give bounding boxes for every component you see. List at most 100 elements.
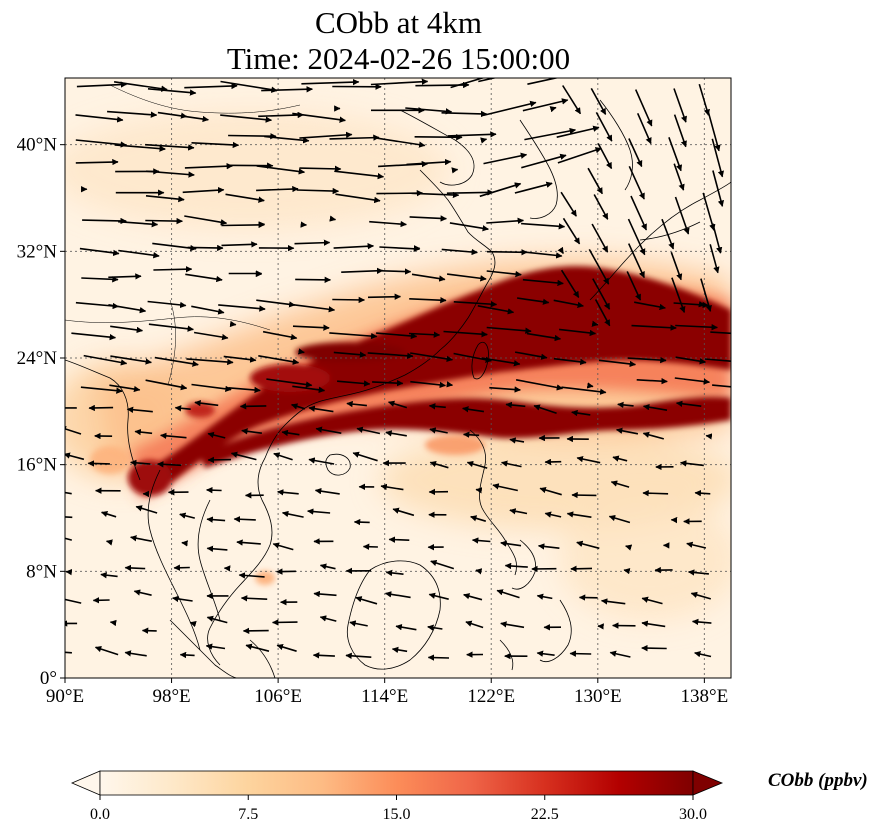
wind-arrow	[409, 215, 447, 222]
wind-arrow	[299, 165, 342, 173]
wind-arrow	[329, 332, 378, 340]
wind-arrow	[625, 544, 633, 551]
wind-arrow	[179, 512, 195, 519]
wind-arrow	[489, 386, 521, 393]
wind-arrow	[110, 355, 152, 365]
wind-arrow	[623, 568, 631, 575]
wind-arrow	[148, 323, 194, 332]
wind-arrow	[409, 296, 447, 304]
wind-arrow	[100, 510, 117, 518]
wind-arrow	[576, 540, 600, 550]
wind-arrow	[679, 460, 704, 467]
lat-tick-label: 24°N	[17, 348, 58, 369]
wind-arrow	[591, 223, 609, 253]
colorbar-extend-max	[692, 770, 724, 796]
wind-arrow	[256, 165, 306, 175]
lon-tick-label: 106°E	[254, 686, 302, 707]
wind-arrow	[135, 505, 158, 514]
wind-arrow	[465, 620, 484, 629]
wind-arrow	[612, 455, 628, 462]
wind-arrow	[544, 511, 562, 518]
lat-tick-label: 32°N	[17, 241, 58, 262]
wind-arrow	[462, 431, 480, 438]
wind-arrow	[674, 196, 690, 235]
wind-arrow	[292, 324, 330, 331]
wind-arrow	[556, 125, 600, 138]
wind-arrow	[562, 217, 581, 245]
wind-arrow	[147, 88, 197, 96]
wind-arrow	[521, 153, 567, 169]
wind-arrow	[709, 244, 720, 274]
wind-arrow	[65, 426, 82, 435]
wind-arrow	[447, 131, 497, 138]
wind-arrow	[319, 563, 336, 570]
wind-arrow	[526, 332, 562, 342]
lon-tick-label: 90°E	[46, 686, 84, 707]
wind-arrow	[475, 568, 483, 575]
wind-arrow	[221, 241, 258, 248]
map-title: CObb at 4km	[314, 5, 483, 40]
wind-arrow	[675, 356, 707, 365]
wind-arrow	[617, 401, 634, 409]
wind-arrow	[262, 330, 298, 341]
wind-arrow	[628, 138, 643, 168]
wind-arrow	[118, 220, 159, 228]
wind-arrow	[634, 89, 653, 127]
wind-arrow	[641, 596, 663, 605]
lat-tick-label: 16°N	[17, 455, 58, 476]
wind-arrow	[694, 651, 712, 658]
wind-arrow	[65, 491, 72, 495]
wind-arrow	[145, 379, 188, 391]
wind-arrow	[239, 403, 267, 410]
wind-arrow	[297, 348, 305, 355]
wind-arrow	[411, 273, 446, 282]
wind-arrow	[569, 650, 592, 657]
wind-arrow	[276, 643, 297, 652]
wind-arrow	[516, 297, 550, 305]
wind-arrow	[509, 437, 525, 444]
wind-arrow	[329, 215, 337, 222]
wind-arrow	[264, 135, 310, 144]
wind-arrow	[562, 85, 582, 115]
lon-tick-label: 114°E	[361, 686, 408, 707]
wind-arrow	[570, 565, 593, 572]
wind-arrow	[206, 516, 226, 523]
wind-arrow	[296, 187, 340, 195]
wind-arrow	[108, 273, 142, 280]
wind-arrow	[205, 643, 226, 650]
wind-arrow	[341, 267, 384, 275]
wind-arrow	[627, 243, 645, 279]
colorbar-tick-label: 15.0	[383, 806, 411, 823]
wind-arrow	[642, 489, 669, 497]
wind-arrow	[147, 300, 187, 309]
wind-arrow	[710, 331, 731, 335]
wind-arrow	[221, 221, 265, 229]
wind-arrow	[522, 98, 569, 112]
lat-tick-label: 8°N	[26, 561, 57, 582]
wind-arrow	[446, 381, 454, 388]
wind-arrow	[379, 245, 421, 252]
wind-arrow	[272, 542, 294, 551]
wind-arrow	[179, 651, 195, 659]
wind-arrow	[698, 300, 706, 308]
wind-arrow	[598, 359, 637, 368]
lat-tick-label: 40°N	[17, 135, 58, 156]
wind-arrow	[447, 273, 487, 282]
wind-arrow	[441, 110, 488, 118]
wind-arrow	[145, 195, 185, 203]
wind-arrow	[194, 399, 219, 407]
wind-arrow	[477, 305, 515, 315]
wind-arrow	[87, 460, 110, 467]
wind-arrow	[674, 377, 711, 385]
wind-arrow	[712, 170, 725, 207]
wind-arrow	[335, 193, 381, 204]
wind-arrow	[429, 427, 448, 434]
wind-arrow	[65, 596, 82, 604]
colorbar-label: CObb (ppbv)	[768, 770, 868, 791]
wind-arrow	[301, 78, 360, 86]
wind-arrow	[153, 266, 193, 273]
wind-arrow	[223, 355, 257, 363]
wind-arrow	[220, 80, 278, 93]
wind-arrow	[261, 86, 313, 93]
